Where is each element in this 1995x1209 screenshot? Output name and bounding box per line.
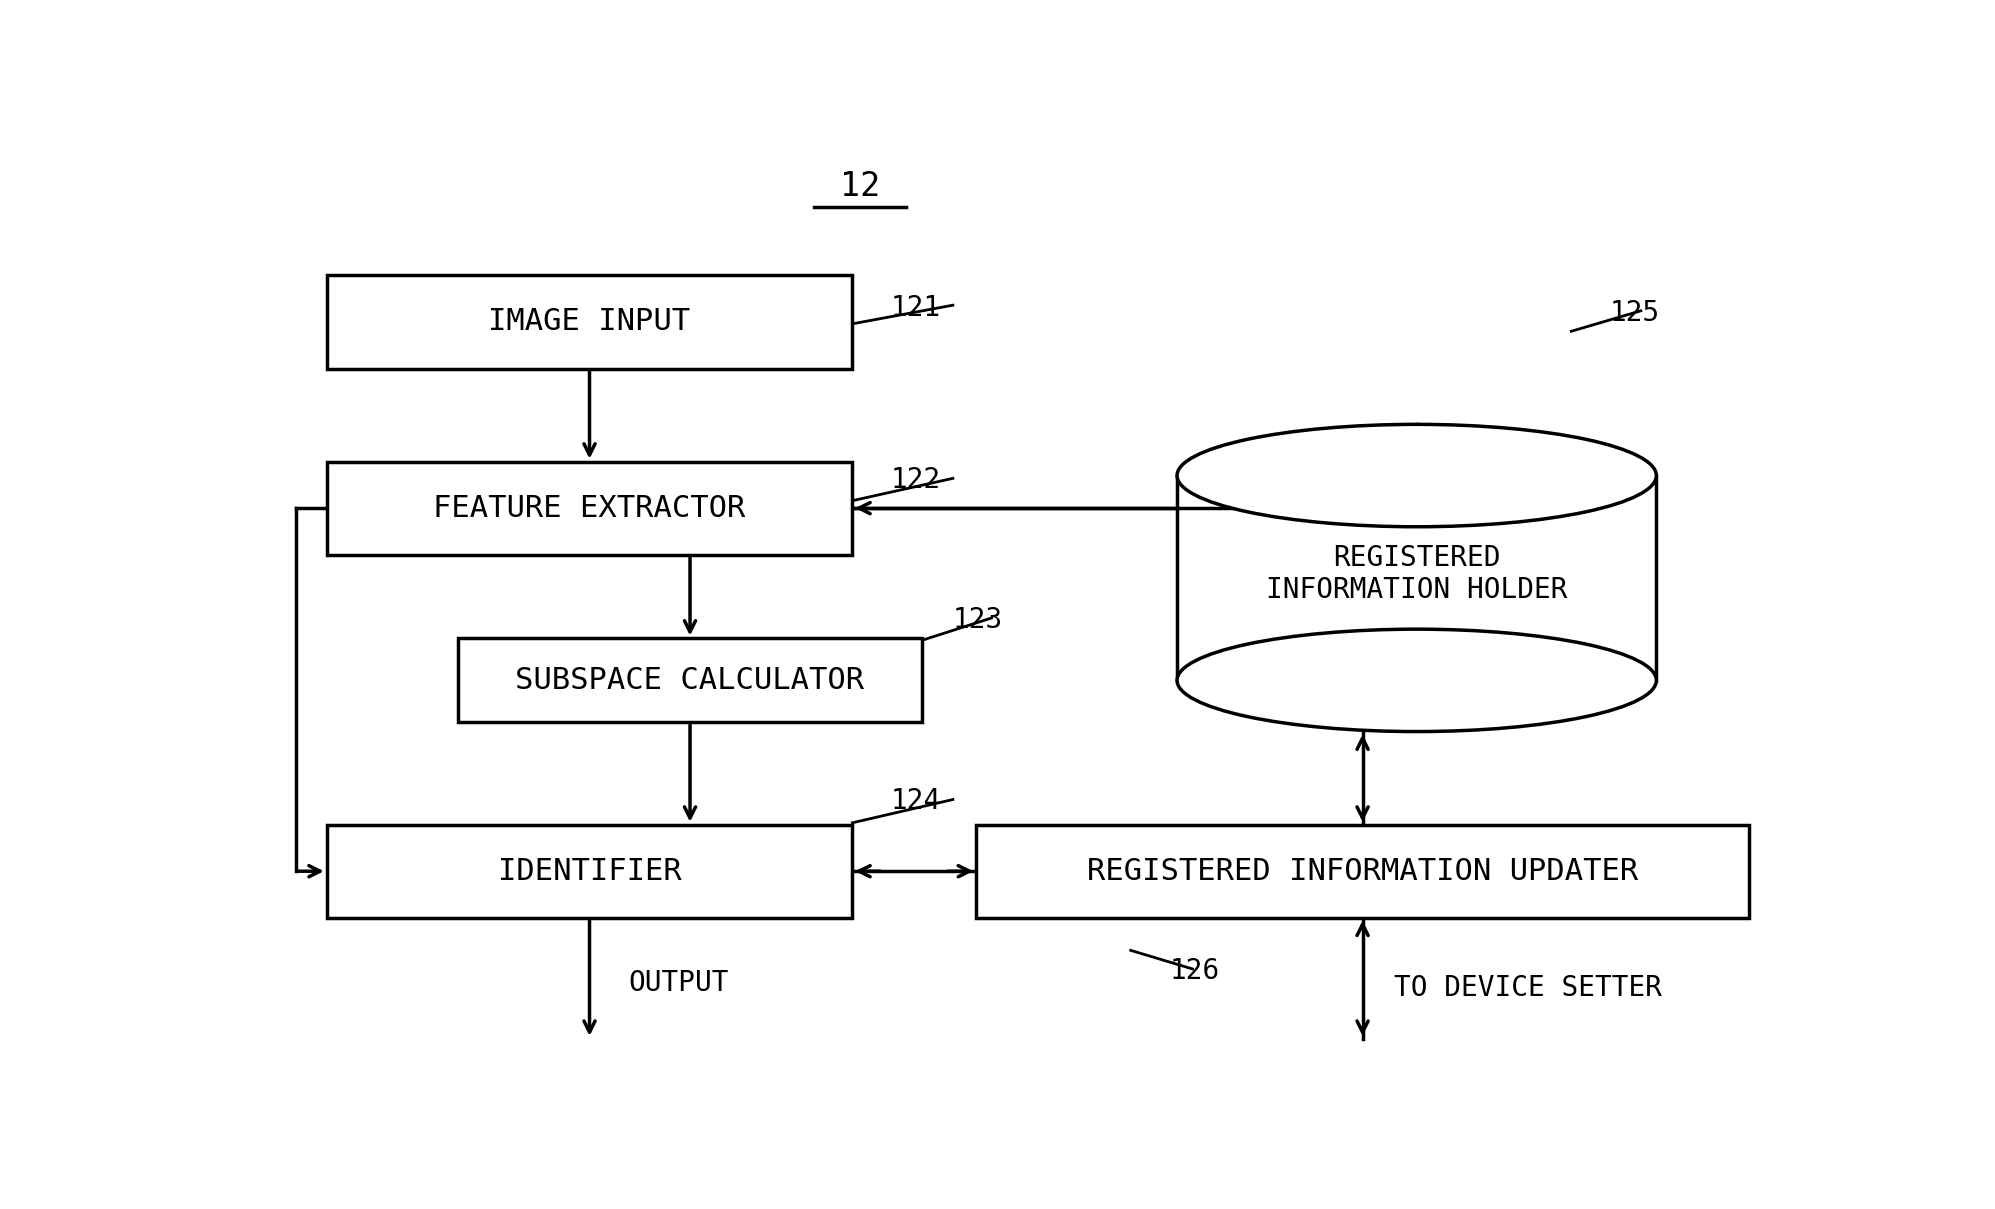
Text: 12: 12 xyxy=(840,170,880,203)
Text: OUTPUT: OUTPUT xyxy=(628,968,728,997)
Text: 126: 126 xyxy=(1169,956,1219,985)
Text: 121: 121 xyxy=(892,294,942,322)
Text: REGISTERED
INFORMATION HOLDER: REGISTERED INFORMATION HOLDER xyxy=(1267,544,1568,604)
Ellipse shape xyxy=(1177,424,1656,527)
Text: IMAGE INPUT: IMAGE INPUT xyxy=(489,307,690,336)
FancyBboxPatch shape xyxy=(976,825,1750,918)
FancyBboxPatch shape xyxy=(459,638,922,722)
Text: 122: 122 xyxy=(892,467,942,494)
Text: TO DEVICE SETTER: TO DEVICE SETTER xyxy=(1393,973,1662,1001)
FancyBboxPatch shape xyxy=(327,276,852,369)
Text: 123: 123 xyxy=(954,606,1003,634)
FancyBboxPatch shape xyxy=(327,825,852,918)
Text: 124: 124 xyxy=(892,787,942,815)
Text: SUBSPACE CALCULATOR: SUBSPACE CALCULATOR xyxy=(515,666,864,695)
Text: IDENTIFIER: IDENTIFIER xyxy=(497,857,682,886)
Ellipse shape xyxy=(1177,629,1656,731)
Text: 125: 125 xyxy=(1610,299,1660,326)
FancyBboxPatch shape xyxy=(327,462,852,555)
Text: FEATURE EXTRACTOR: FEATURE EXTRACTOR xyxy=(433,493,746,522)
Text: REGISTERED INFORMATION UPDATER: REGISTERED INFORMATION UPDATER xyxy=(1087,857,1638,886)
